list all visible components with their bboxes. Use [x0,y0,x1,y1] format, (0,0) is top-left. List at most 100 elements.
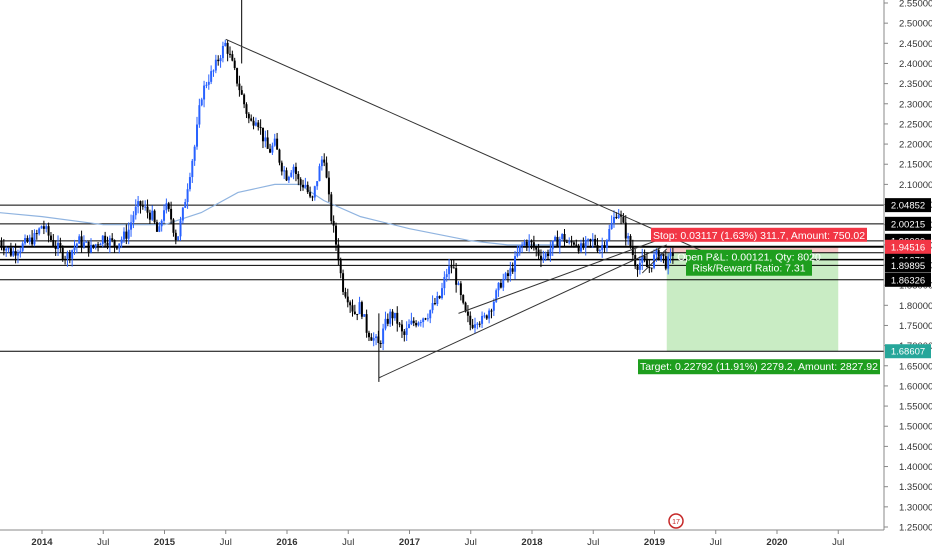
price-axis-label-bg [885,239,931,254]
candle-body [504,273,507,279]
candle-body [556,236,559,247]
candle-body [648,267,651,269]
candle-body [537,249,540,256]
price-tick-label: 2.25000 [899,119,932,130]
candle-body [349,302,352,306]
candle-body [645,260,648,268]
candle-body [19,250,22,254]
time-tick-label: 2018 [521,537,542,548]
trendlines [225,38,716,379]
candle-body [252,120,255,126]
candle-body [612,216,615,223]
time-axis[interactable]: 2014 Jul 2015 Jul 2016 Jul 2017 Jul 2018 Jul 2019 J… [0,529,884,548]
candle-body [502,278,505,288]
candle-body [662,253,665,257]
price-axis[interactable]: 2.55000 2.50000 2.45000 2.40000 2.35000 2.300… [883,0,932,534]
candle-body [636,266,639,270]
candle-body [509,268,512,277]
candle-body [250,118,253,121]
target-label-bg [638,359,880,375]
candle-body [478,323,481,325]
candle-body [165,203,168,211]
candle-body [382,328,385,344]
candle-body [193,146,196,161]
candle-body [205,84,208,86]
candle-body [436,296,439,305]
candle-body [167,203,170,209]
candle-body [247,113,250,119]
candle-body [57,242,60,250]
candle-body [589,239,592,241]
time-tick-label: Jul [342,537,354,548]
candle-body [459,283,462,296]
candle-body [523,241,526,245]
candle-body [664,256,667,269]
candle-body [90,244,92,253]
candle-body [160,220,163,227]
candle-body [33,233,36,245]
candle-body [297,174,300,180]
candle-body [469,315,472,325]
candle-body [203,85,206,100]
candle-body [551,240,554,250]
price-tick-label: 2.55000 [899,0,932,10]
candle-body [360,302,363,317]
candle-body [148,212,151,220]
candle-body [657,250,660,260]
candle-body [577,245,580,252]
candle-body [217,59,220,62]
candle-body [483,315,486,317]
candle-body [31,237,34,245]
candle-body [316,181,319,187]
candle-body [638,262,641,270]
level-axis-label-bg [885,198,931,213]
candle-body [485,315,488,319]
candle-body [127,229,130,239]
candle-body [466,311,469,316]
candle-body [35,233,38,235]
price-tick-label: 2.35000 [899,79,932,90]
candle-body [650,267,653,269]
candle-body [495,290,498,302]
candle-body [542,257,545,260]
candle-body [2,246,5,251]
candle-body [236,68,239,84]
candle-body [191,160,194,178]
candle-body [184,201,187,208]
candle-body [38,228,41,234]
stop-label: Stop: 0.03117 (1.63%) 311.7, Amount: 750… [653,230,865,242]
candle-body [122,231,125,240]
candle-body [177,236,180,241]
candle-body [292,166,295,173]
candle-body [643,255,646,261]
candle-body [641,255,644,263]
trendline [458,236,667,314]
candle-body [591,238,594,241]
candle-body [426,318,429,320]
candle-body [339,260,342,274]
candle-body [476,323,479,325]
candle-body [471,324,474,328]
candle-body [80,236,83,247]
candle-body [405,328,408,335]
candle-body [16,253,19,256]
candle-body [54,246,57,250]
candle-body [342,273,345,292]
candle-body [325,162,328,178]
candle-body [82,242,85,247]
candle-body [118,243,121,249]
candle-body [429,310,432,319]
price-tick-label: 2.50000 [899,19,932,30]
price-axis-label-bg [885,344,931,359]
candle-body [78,236,81,244]
candle-body [370,337,373,341]
candle-body [285,170,288,181]
candle-body [620,214,623,217]
candle-body [410,320,413,325]
candle-body [335,225,337,245]
candle-body [455,268,458,285]
candle-body [130,222,133,230]
candle-body [174,232,177,241]
candle-body [245,104,248,114]
